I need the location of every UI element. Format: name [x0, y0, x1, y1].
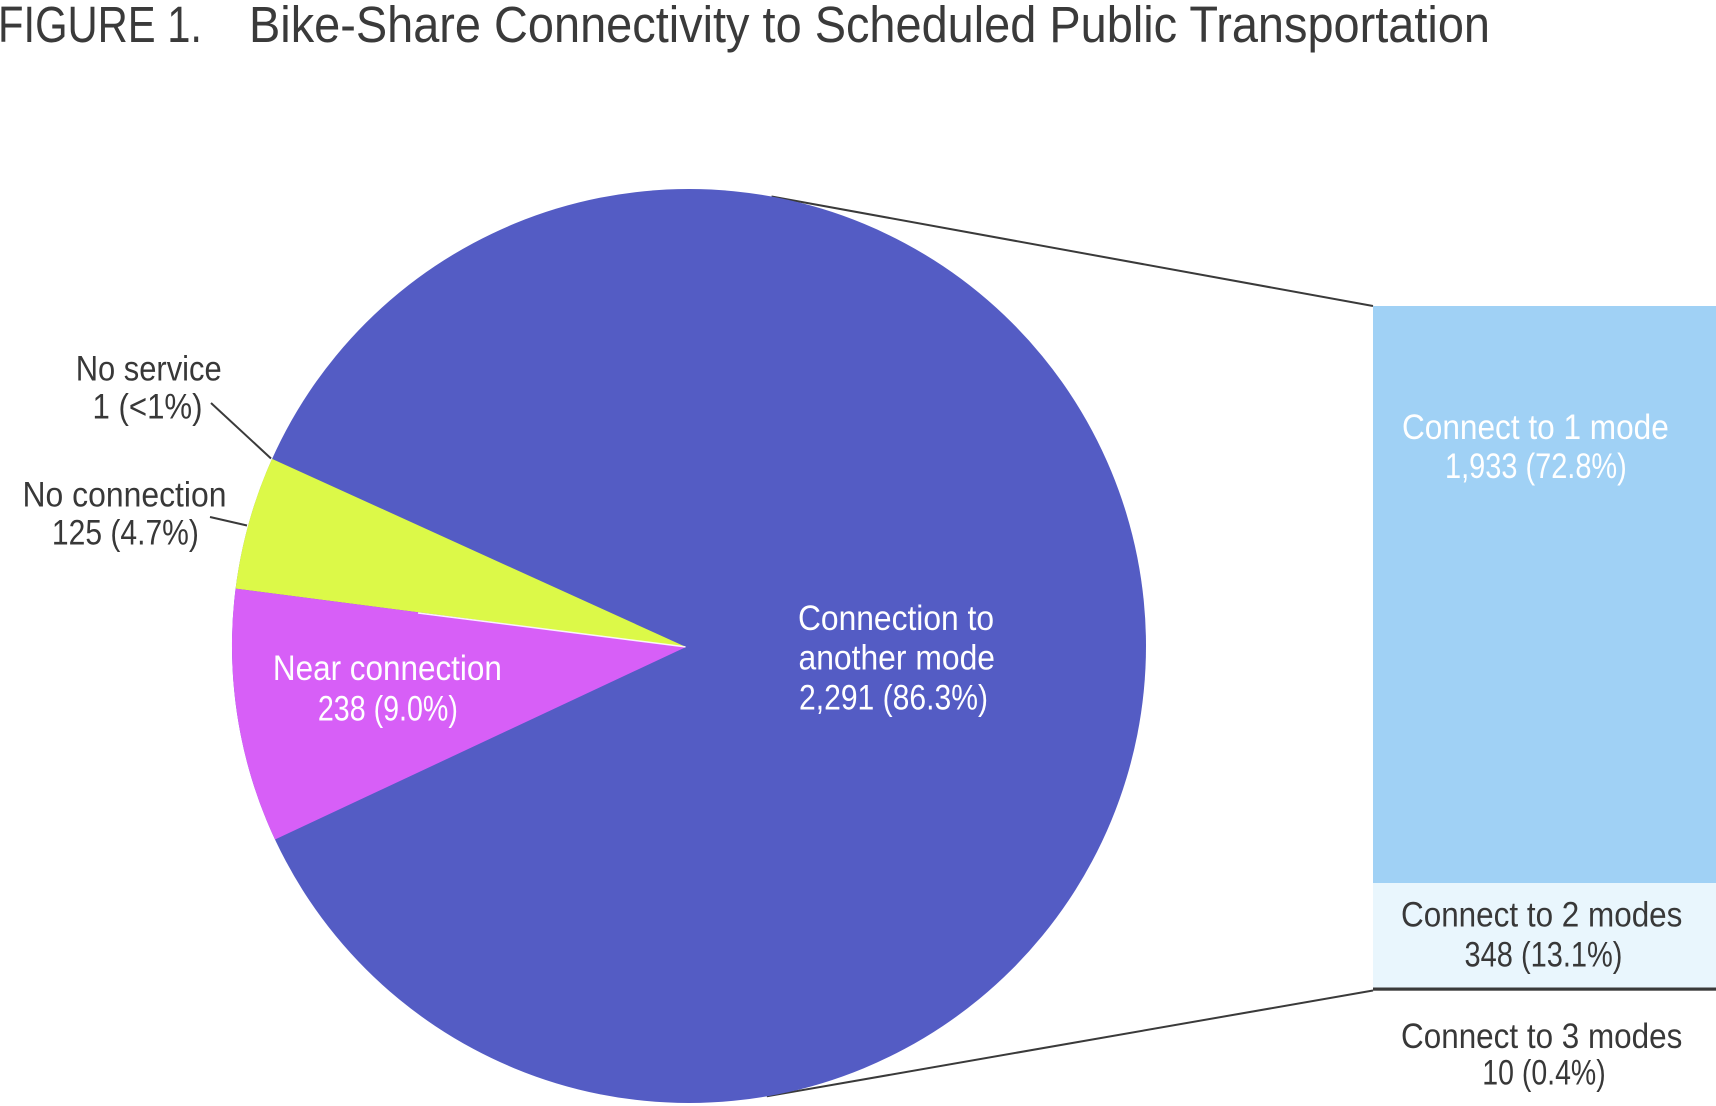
svg-text:125 (4.7%): 125 (4.7%) [52, 514, 199, 553]
svg-text:FIGURE 1.: FIGURE 1. [0, 0, 202, 53]
svg-text:Connection to: Connection to [798, 599, 994, 638]
svg-text:1,933 (72.8%): 1,933 (72.8%) [1445, 447, 1627, 486]
svg-text:Bike-Share Connectivity to Sch: Bike-Share Connectivity to Scheduled Pub… [249, 0, 1490, 53]
svg-text:238 (9.0%): 238 (9.0%) [318, 690, 458, 729]
svg-text:No service: No service [76, 350, 222, 389]
svg-text:No connection: No connection [23, 475, 227, 514]
svg-text:1 (<1%): 1 (<1%) [93, 388, 203, 427]
svg-text:Connect to 3 modes: Connect to 3 modes [1401, 1017, 1682, 1056]
svg-text:2,291 (86.3%): 2,291 (86.3%) [799, 678, 988, 717]
svg-text:Connect to 2 modes: Connect to 2 modes [1401, 896, 1682, 935]
svg-text:another mode: another mode [799, 639, 996, 678]
svg-text:10 (0.4%): 10 (0.4%) [1482, 1054, 1605, 1093]
svg-text:Near connection: Near connection [273, 649, 502, 688]
svg-text:348 (13.1%): 348 (13.1%) [1465, 936, 1623, 975]
svg-text:Connect to 1 mode: Connect to 1 mode [1402, 408, 1669, 447]
